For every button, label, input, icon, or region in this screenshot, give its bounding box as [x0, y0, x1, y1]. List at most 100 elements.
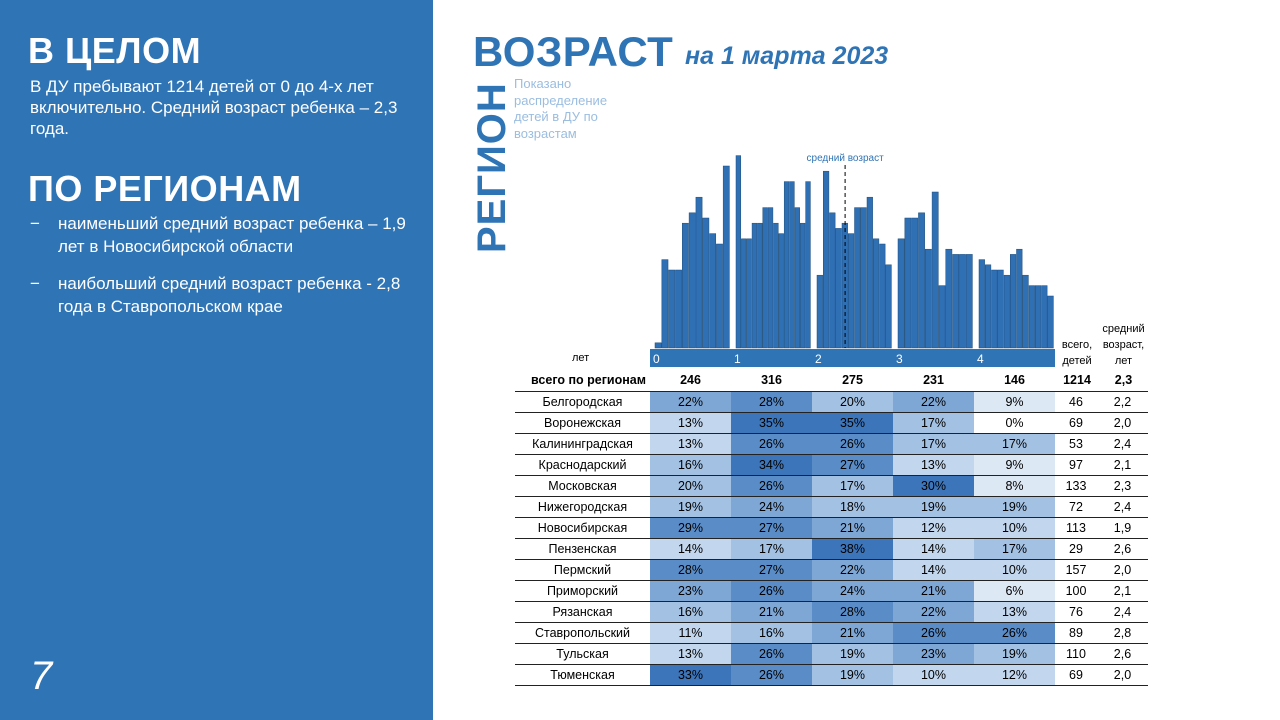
histogram-bar	[945, 248, 953, 349]
age-share-cell: 22%	[893, 601, 974, 623]
total-column-header: всего, детей	[1061, 339, 1093, 367]
age-share-cell: 30%	[893, 475, 974, 497]
age-share-cell: 20%	[812, 391, 893, 413]
region-name: Белгородская	[542, 395, 623, 409]
histogram-bar	[702, 217, 710, 349]
table-row: Приморский 23% 26% 24% 21% 6% 100 2,1	[515, 580, 1148, 602]
age-share-cell: 14%	[893, 538, 974, 560]
region-avg-age: 2,6	[1113, 647, 1132, 661]
histogram-bar	[1035, 285, 1042, 349]
age-share-cell: 6%	[974, 580, 1055, 602]
region-table: Белгородская 22% 28% 20% 22% 9% 46 2,2 Воронежск…	[515, 391, 1148, 686]
region-avg-age: 2,4	[1113, 500, 1132, 514]
age-share-cell: 18%	[812, 496, 893, 518]
histogram-bar	[997, 269, 1004, 349]
age-share-cell: 16%	[650, 454, 731, 476]
age-share-cell: 21%	[893, 580, 974, 602]
overall-text: В ДУ пребывают 1214 детей от 0 до 4-х ле…	[30, 77, 398, 138]
totals-row: всего по регионам 246 316 275 231 146 12…	[0, 371, 1280, 390]
histogram-bar	[654, 342, 662, 349]
histogram-bar	[873, 238, 880, 349]
region-name: Нижегородская	[537, 500, 628, 514]
histogram-bar	[688, 212, 696, 349]
histogram-bar	[778, 233, 784, 349]
histogram-bar	[767, 207, 774, 349]
age-share-cell: 27%	[731, 559, 812, 581]
bullet-item: − наибольший средний возраст ребенка - 2…	[30, 272, 420, 318]
age-share-cell: 14%	[893, 559, 974, 581]
age-share-cell: 13%	[650, 433, 731, 455]
region-avg-age: 2,1	[1113, 584, 1132, 598]
histogram-bar	[823, 170, 830, 349]
histogram-bar	[952, 254, 960, 349]
age-share-cell: 26%	[974, 622, 1055, 644]
region-total: 100	[1065, 584, 1087, 598]
age-share-cell: 19%	[974, 643, 1055, 665]
totals-avg: 2,3	[1114, 373, 1133, 387]
histogram-bar	[959, 254, 966, 349]
histogram-bar	[938, 285, 946, 349]
histogram-bar	[709, 233, 717, 349]
age-share-cell: 35%	[731, 412, 812, 434]
histogram-bar	[885, 264, 892, 349]
age-share-cell: 26%	[812, 433, 893, 455]
histogram-bar	[716, 243, 723, 349]
region-name: Московская	[548, 479, 617, 493]
table-row: Краснодарский 16% 34% 27% 13% 9% 97 2,1	[515, 454, 1148, 476]
region-total: 113	[1066, 521, 1086, 535]
histogram-bar	[1028, 285, 1035, 349]
region-name: Тульская	[556, 647, 609, 661]
histogram-bar	[783, 181, 790, 349]
bullet-text: наибольший средний возраст ребенка - 2,8…	[58, 274, 401, 316]
totals-label: всего по регионам	[531, 373, 646, 387]
age-share-cell: 27%	[812, 454, 893, 476]
age-share-cell: 33%	[650, 664, 731, 686]
region-total: 157	[1065, 563, 1087, 577]
region-name: Рязанская	[552, 605, 613, 619]
histogram-bar	[841, 222, 848, 349]
age-tick-label: 1	[734, 352, 741, 366]
table-row: Московская 20% 26% 17% 30% 8% 133 2,3	[515, 475, 1148, 497]
age-share-cell: 23%	[893, 643, 974, 665]
bullet-text: наименьший средний возраст ребенка – 1,9…	[58, 214, 406, 256]
histogram-bar	[835, 228, 842, 349]
histogram-bar	[722, 165, 730, 349]
table-row: Тульская 13% 26% 19% 23% 19% 110 2,6	[515, 643, 1148, 665]
histogram-bar	[789, 181, 795, 349]
age-share-cell: 17%	[893, 433, 974, 455]
histogram-bar	[800, 222, 806, 349]
histogram-bar	[965, 254, 973, 349]
totals-value: 316	[761, 373, 782, 387]
age-share-cell: 17%	[812, 475, 893, 497]
histogram-bar	[1022, 274, 1029, 349]
region-total: 97	[1069, 458, 1083, 472]
age-share-cell: 17%	[893, 412, 974, 434]
totals-value: 275	[842, 373, 863, 387]
age-share-cell: 22%	[893, 391, 974, 413]
region-total: 53	[1069, 437, 1083, 451]
age-share-cell: 13%	[893, 454, 974, 476]
table-row: Нижегородская 19% 24% 18% 19% 19% 72 2,4	[515, 496, 1148, 518]
age-share-cell: 10%	[893, 664, 974, 686]
histogram-bar	[904, 217, 912, 349]
age-share-cell: 17%	[974, 433, 1055, 455]
histogram-bar	[1016, 248, 1023, 349]
table-row: Белгородская 22% 28% 20% 22% 9% 46 2,2	[515, 391, 1148, 413]
region-name: Пермский	[553, 563, 612, 577]
histogram-bar	[866, 196, 873, 349]
region-total: 69	[1069, 668, 1083, 682]
histogram-bar	[773, 222, 779, 349]
table-row: Воронежская 13% 35% 35% 17% 0% 69 2,0	[515, 412, 1148, 434]
histogram-bar	[746, 238, 752, 349]
region-total: 133	[1065, 479, 1087, 493]
histogram-bar	[854, 207, 861, 349]
bullet-dash: −	[30, 214, 40, 233]
histogram-bar	[695, 196, 703, 349]
age-share-cell: 23%	[650, 580, 731, 602]
age-share-cell: 12%	[893, 517, 974, 539]
age-share-cell: 13%	[974, 601, 1055, 623]
regions-bullet-list: − наименьший средний возраст ребенка – 1…	[30, 212, 420, 332]
histogram-bar	[816, 274, 823, 349]
histogram-bar	[911, 217, 919, 349]
histogram-bar	[1010, 254, 1017, 349]
